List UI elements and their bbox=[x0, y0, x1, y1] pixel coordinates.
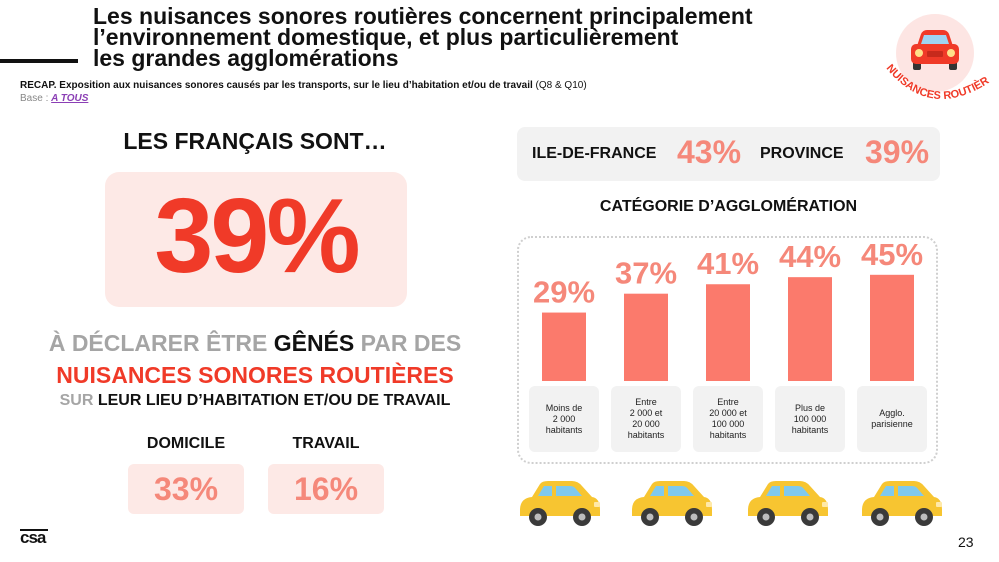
category-label-3: Plus de 100 000 habitants bbox=[775, 386, 845, 452]
csa-logo: csa bbox=[20, 528, 46, 547]
title-underline bbox=[0, 59, 78, 63]
title-line-1: Les nuisances sonores routières concerne… bbox=[93, 3, 753, 29]
statement-line-2: NUISANCES SONORES ROUTIÈRES bbox=[56, 362, 454, 388]
car-icon bbox=[911, 30, 959, 70]
category-label-2: Entre 20 000 et 100 000 habitants bbox=[693, 386, 763, 452]
badge-label: NUISANCES ROUTIÈRES bbox=[880, 60, 991, 102]
recap-label: RECAP. Exposition aux nuisances sonores … bbox=[20, 80, 533, 91]
bar-value-label-3: 44% bbox=[779, 239, 841, 274]
page-title: Les nuisances sonores routières concerne… bbox=[93, 3, 873, 71]
chart-frame bbox=[517, 236, 938, 464]
logo-bar bbox=[20, 529, 48, 531]
travail-label: TRAVAIL bbox=[292, 435, 360, 452]
idf-value: 43% bbox=[677, 134, 742, 170]
bar-0 bbox=[542, 312, 586, 381]
chart-title: CATÉGORIE D’AGGLOMÉRATION bbox=[599, 198, 858, 215]
car-icon bbox=[520, 481, 600, 526]
domicile-box bbox=[128, 464, 244, 514]
travail-value: 16% bbox=[293, 471, 359, 507]
base-link[interactable]: A TOUS bbox=[51, 93, 89, 104]
province-label: PROVINCE bbox=[760, 145, 844, 162]
car-icon bbox=[862, 481, 942, 526]
bar-4 bbox=[870, 274, 914, 381]
bar-1 bbox=[624, 293, 668, 381]
province-value: 39% bbox=[865, 134, 930, 170]
domicile-value: 33% bbox=[153, 471, 219, 507]
page-number: 23 bbox=[958, 534, 974, 550]
bar-3 bbox=[788, 277, 832, 381]
big-stat-box bbox=[105, 172, 407, 307]
car-icon bbox=[748, 481, 828, 526]
bar-2 bbox=[706, 284, 750, 381]
big-stat-value: 39% bbox=[154, 177, 360, 295]
base-text: Base : A TOUS bbox=[20, 93, 88, 104]
category-label-4: Agglo. parisienne bbox=[857, 386, 927, 452]
car-icon bbox=[632, 481, 712, 526]
statement-line-1: À DÉCLARER ÊTRE GÊNÉS PAR DES bbox=[48, 330, 462, 356]
category-label-1: Entre 2 000 et 20 000 habitants bbox=[611, 386, 681, 452]
bar-value-label-2: 41% bbox=[697, 246, 759, 281]
chart-svg: 29% 37% 41% 44% 45% bbox=[533, 237, 923, 381]
base-prefix: Base : bbox=[20, 93, 52, 104]
francais-heading: LES FRANÇAIS SONT… bbox=[123, 128, 387, 154]
region-box bbox=[517, 127, 940, 181]
svg-text:NUISANCES ROUTIÈRES: NUISANCES ROUTIÈRES bbox=[880, 60, 991, 102]
bar-value-label-4: 45% bbox=[861, 237, 923, 272]
statement-line-3: SUR LEUR LIEU D’HABITATION ET/OU DE TRAV… bbox=[59, 392, 451, 409]
travail-box bbox=[268, 464, 384, 514]
title-line-3: les grandes agglomérations bbox=[93, 45, 399, 71]
bar-value-label-1: 37% bbox=[615, 256, 677, 291]
idf-label: ILE-DE-FRANCE bbox=[532, 145, 657, 162]
domicile-label: DOMICILE bbox=[146, 435, 226, 452]
cars-decoration bbox=[520, 481, 942, 526]
statement-emphasis: GÊNÉS bbox=[273, 330, 355, 356]
category-label-0: Moins de 2 000 habitants bbox=[529, 386, 599, 452]
title-line-2: l’environnement domestique, et plus part… bbox=[93, 24, 679, 50]
recap-text: RECAP. Exposition aux nuisances sonores … bbox=[20, 80, 587, 91]
recap-ref: (Q8 & Q10) bbox=[532, 80, 587, 91]
bar-value-label-0: 29% bbox=[533, 275, 595, 310]
